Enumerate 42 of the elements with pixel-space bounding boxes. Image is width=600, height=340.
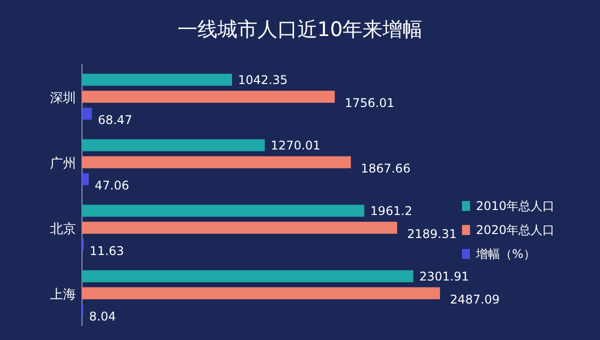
bar (82, 287, 440, 300)
bar: 47.06 (82, 173, 130, 192)
bar: 1756.01 (82, 90, 394, 110)
bar: 2301.91 (82, 269, 469, 284)
data-label: 1961.2 (370, 204, 412, 218)
data-label: 1867.66 (360, 161, 410, 176)
legend-label: 2010年总人口 (476, 199, 555, 213)
data-label: 1270.01 (270, 138, 320, 152)
y-tick-label: 上海 (50, 287, 76, 302)
data-label: 8.04 (89, 309, 116, 324)
bar (82, 108, 92, 120)
data-label: 1756.01 (344, 96, 394, 110)
bar: 1961.2 (82, 204, 412, 218)
bar: 8.04 (82, 304, 116, 324)
bar (82, 74, 232, 86)
bar: 11.63 (82, 238, 124, 258)
bar (82, 156, 351, 168)
bar: 1867.66 (82, 156, 410, 176)
bar: 2487.09 (82, 287, 500, 306)
chart-title: 一线城市人口近10年来增幅 (177, 17, 423, 41)
data-label: 11.63 (90, 244, 124, 258)
bar (82, 139, 265, 152)
data-label: 47.06 (94, 178, 130, 192)
data-label: 2189.31 (407, 226, 457, 241)
data-label: 2487.09 (450, 292, 500, 306)
bar (82, 173, 89, 186)
bar (82, 222, 398, 234)
y-tick-label: 北京 (50, 222, 76, 237)
data-label: 68.47 (98, 112, 132, 127)
bar (82, 270, 414, 282)
bar: 1270.01 (82, 138, 320, 152)
bar (82, 204, 364, 217)
data-label: 1042.35 (238, 72, 288, 87)
bar: 1042.35 (82, 72, 288, 87)
legend-label: 2020年总人口 (476, 223, 555, 237)
legend-label: 增幅（%） (475, 247, 536, 261)
data-label: 2301.91 (419, 269, 469, 284)
bar: 68.47 (82, 108, 132, 127)
y-tick-label: 深圳 (50, 90, 76, 106)
bar (82, 90, 335, 103)
y-tick-label: 广州 (50, 156, 76, 172)
bar: 2189.31 (82, 222, 457, 241)
